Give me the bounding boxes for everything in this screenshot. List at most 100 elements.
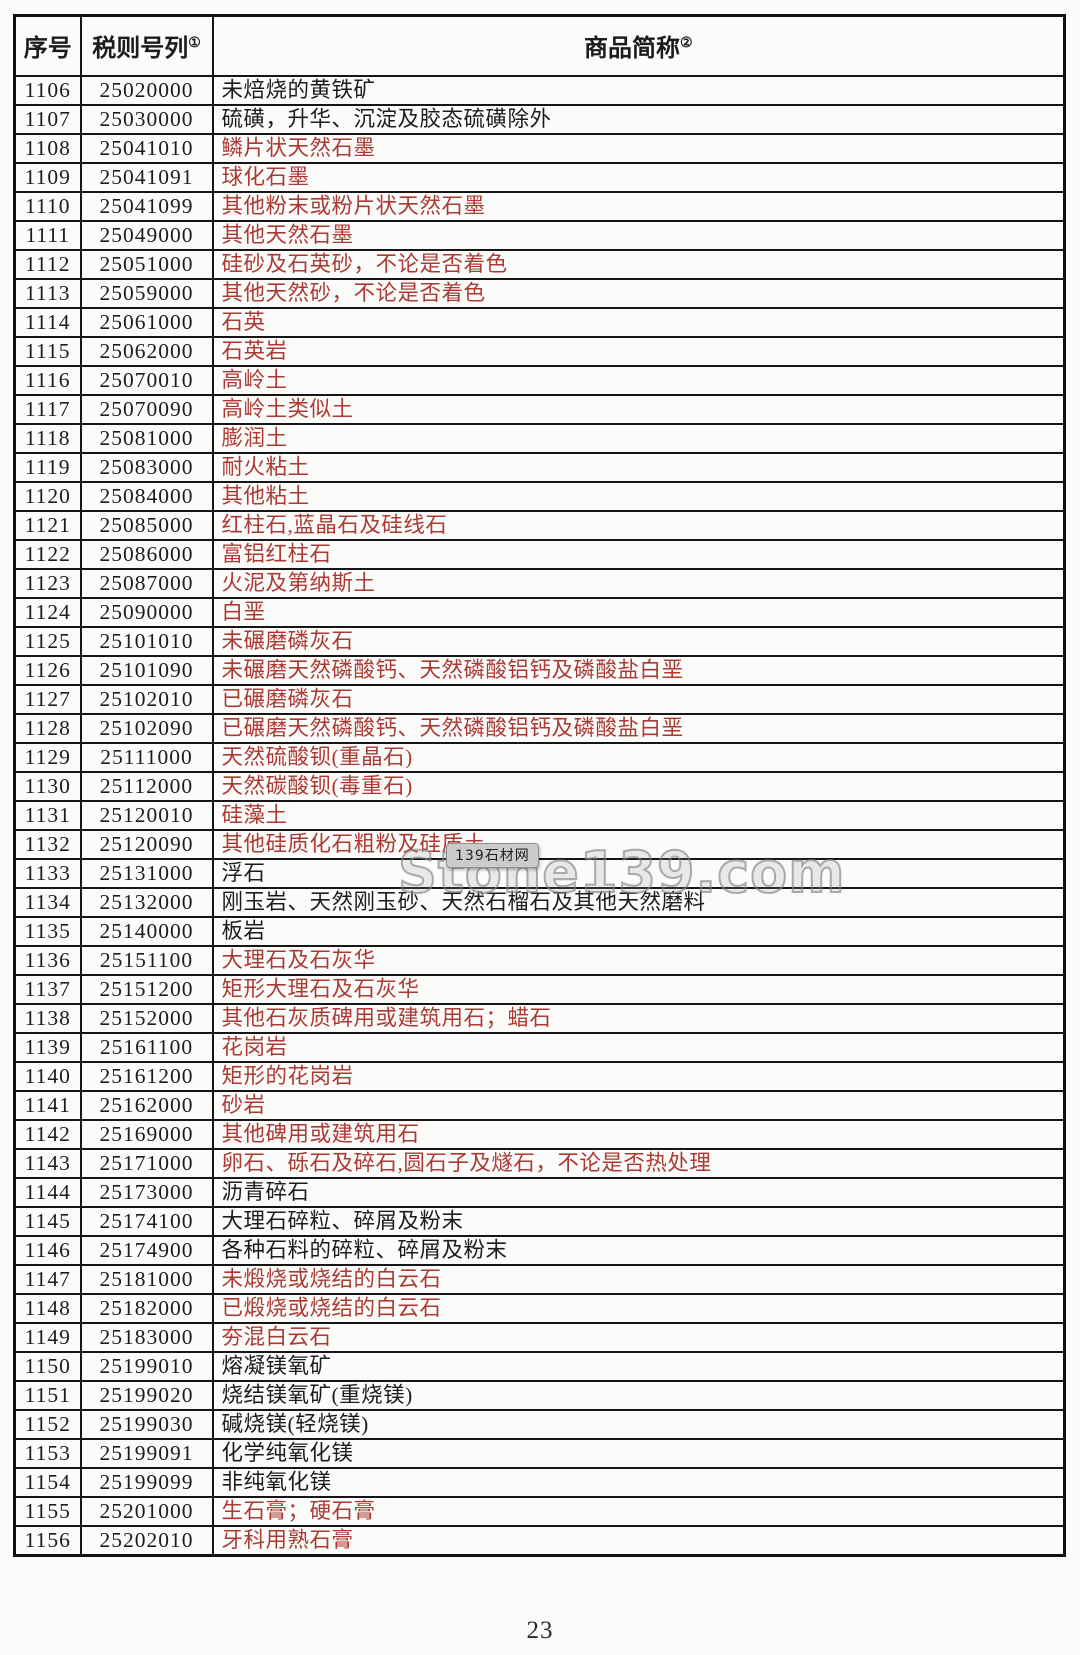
cell-product-name: 硅藻土 (211, 799, 1066, 831)
cell-tariff-code: 25087000 (79, 567, 214, 599)
cell-product-name: 高岭土类似土 (211, 393, 1066, 425)
table-row: 1128 25102090 已碾磨天然磷酸钙、天然磷酸铝钙及磷酸盐白垩 (13, 712, 1066, 744)
table-row: 1109 25041091 球化石墨 (13, 161, 1066, 193)
cell-tariff-code: 25041010 (79, 132, 214, 164)
table-row: 1150 25199010 熔凝镁氧矿 (13, 1350, 1066, 1382)
table-row: 1136 25151100 大理石及石灰华 (13, 944, 1066, 976)
cell-tariff-code: 25070010 (79, 364, 214, 396)
cell-serial-number: 1155 (13, 1495, 82, 1527)
table-row: 1138 25152000 其他石灰质碑用或建筑用石；蜡石 (13, 1002, 1066, 1034)
table-row: 1132 25120090 其他硅质化石粗粉及硅质土 (13, 828, 1066, 860)
cell-product-name: 已碾磨天然磷酸钙、天然磷酸铝钙及磷酸盐白垩 (211, 712, 1066, 744)
cell-tariff-code: 25151100 (79, 944, 214, 976)
cell-serial-number: 1139 (13, 1031, 82, 1063)
column-header-tariff-code: 税则号列① (79, 14, 214, 77)
cell-product-name: 卵石、砾石及碎石,圆石子及燧石，不论是否热处理 (211, 1147, 1066, 1179)
cell-tariff-code: 25041099 (79, 190, 214, 222)
cell-tariff-code: 25161200 (79, 1060, 214, 1092)
table-row: 1154 25199099 非纯氧化镁 (13, 1466, 1066, 1498)
cell-serial-number: 1110 (13, 190, 82, 222)
cell-serial-number: 1120 (13, 480, 82, 512)
cell-serial-number: 1109 (13, 161, 82, 193)
cell-product-name: 其他硅质化石粗粉及硅质土 (211, 828, 1066, 860)
table-row: 1141 25162000 砂岩 (13, 1089, 1066, 1121)
cell-serial-number: 1142 (13, 1118, 82, 1150)
cell-serial-number: 1127 (13, 683, 82, 715)
cell-tariff-code: 25140000 (79, 915, 214, 947)
cell-product-name: 高岭土 (211, 364, 1066, 396)
table-row: 1121 25085000 红柱石,蓝晶石及硅线石 (13, 509, 1066, 541)
cell-tariff-code: 25199010 (79, 1350, 214, 1382)
table-row: 1148 25182000 已煅烧或烧结的白云石 (13, 1292, 1066, 1324)
cell-serial-number: 1147 (13, 1263, 82, 1295)
cell-tariff-code: 25161100 (79, 1031, 214, 1063)
column-header-product-name: 商品简称② (211, 14, 1066, 77)
table-header-row: 序号 税则号列① 商品简称② (13, 14, 1066, 77)
cell-serial-number: 1121 (13, 509, 82, 541)
cell-serial-number: 1154 (13, 1466, 82, 1498)
table-row: 1133 25131000 浮石 (13, 857, 1066, 889)
cell-tariff-code: 25083000 (79, 451, 214, 483)
table-row: 1139 25161100 花岗岩 (13, 1031, 1066, 1063)
cell-tariff-code: 25182000 (79, 1292, 214, 1324)
cell-product-name: 熔凝镁氧矿 (211, 1350, 1066, 1382)
cell-product-name: 富铝红柱石 (211, 538, 1066, 570)
cell-product-name: 未煅烧或烧结的白云石 (211, 1263, 1066, 1295)
cell-tariff-code: 25030000 (79, 103, 214, 135)
cell-product-name: 夯混白云石 (211, 1321, 1066, 1353)
table-row: 1130 25112000 天然碳酸钡(毒重石) (13, 770, 1066, 802)
column-header-serial: 序号 (13, 14, 82, 77)
page-number: 23 (526, 1617, 554, 1644)
cell-serial-number: 1107 (13, 103, 82, 135)
cell-product-name: 其他石灰质碑用或建筑用石；蜡石 (211, 1002, 1066, 1034)
cell-product-name: 白垩 (211, 596, 1066, 628)
cell-product-name: 未焙烧的黄铁矿 (211, 74, 1066, 106)
cell-tariff-code: 25102090 (79, 712, 214, 744)
cell-product-name: 大理石碎粒、碎屑及粉末 (211, 1205, 1066, 1237)
cell-serial-number: 1123 (13, 567, 82, 599)
table-row: 1125 25101010 未碾磨磷灰石 (13, 625, 1066, 657)
footnote-marker-2: ② (679, 36, 693, 52)
cell-tariff-code: 25201000 (79, 1495, 214, 1527)
cell-tariff-code: 25081000 (79, 422, 214, 454)
cell-product-name: 板岩 (211, 915, 1066, 947)
cell-serial-number: 1152 (13, 1408, 82, 1440)
column-header-product-name-label: 商品简称 (583, 36, 680, 63)
cell-serial-number: 1122 (13, 538, 82, 570)
cell-tariff-code: 25059000 (79, 277, 214, 309)
cell-product-name: 牙科用熟石膏 (211, 1524, 1066, 1556)
table-row: 1115 25062000 石英岩 (13, 335, 1066, 367)
cell-tariff-code: 25111000 (79, 741, 214, 773)
table-row: 1156 25202010 牙科用熟石膏 (13, 1524, 1066, 1556)
table-row: 1118 25081000 膨润土 (13, 422, 1066, 454)
cell-serial-number: 1128 (13, 712, 82, 744)
cell-serial-number: 1118 (13, 422, 82, 454)
cell-product-name: 其他粘土 (211, 480, 1066, 512)
cell-serial-number: 1117 (13, 393, 82, 425)
cell-tariff-code: 25070090 (79, 393, 214, 425)
table-row: 1147 25181000 未煅烧或烧结的白云石 (13, 1263, 1066, 1295)
table-row: 1127 25102010 已碾磨磷灰石 (13, 683, 1066, 715)
cell-tariff-code: 25174100 (79, 1205, 214, 1237)
table-row: 1117 25070090 高岭土类似土 (13, 393, 1066, 425)
cell-tariff-code: 25112000 (79, 770, 214, 802)
cell-tariff-code: 25084000 (79, 480, 214, 512)
table-row: 1140 25161200 矩形的花岗岩 (13, 1060, 1066, 1092)
cell-product-name: 未碾磨天然磷酸钙、天然磷酸铝钙及磷酸盐白垩 (211, 654, 1066, 686)
cell-serial-number: 1148 (13, 1292, 82, 1324)
cell-serial-number: 1134 (13, 886, 82, 918)
table-row: 1135 25140000 板岩 (13, 915, 1066, 947)
cell-serial-number: 1145 (13, 1205, 82, 1237)
cell-tariff-code: 25061000 (79, 306, 214, 338)
cell-product-name: 硅砂及石英砂，不论是否着色 (211, 248, 1066, 280)
cell-tariff-code: 25101090 (79, 654, 214, 686)
cell-tariff-code: 25062000 (79, 335, 214, 367)
cell-product-name: 球化石墨 (211, 161, 1066, 193)
table-row: 1123 25087000 火泥及第纳斯土 (13, 567, 1066, 599)
table-row: 1142 25169000 其他碑用或建筑用石 (13, 1118, 1066, 1150)
cell-serial-number: 1115 (13, 335, 82, 367)
cell-tariff-code: 25162000 (79, 1089, 214, 1121)
table-row: 1131 25120010 硅藻土 (13, 799, 1066, 831)
cell-product-name: 矩形大理石及石灰华 (211, 973, 1066, 1005)
